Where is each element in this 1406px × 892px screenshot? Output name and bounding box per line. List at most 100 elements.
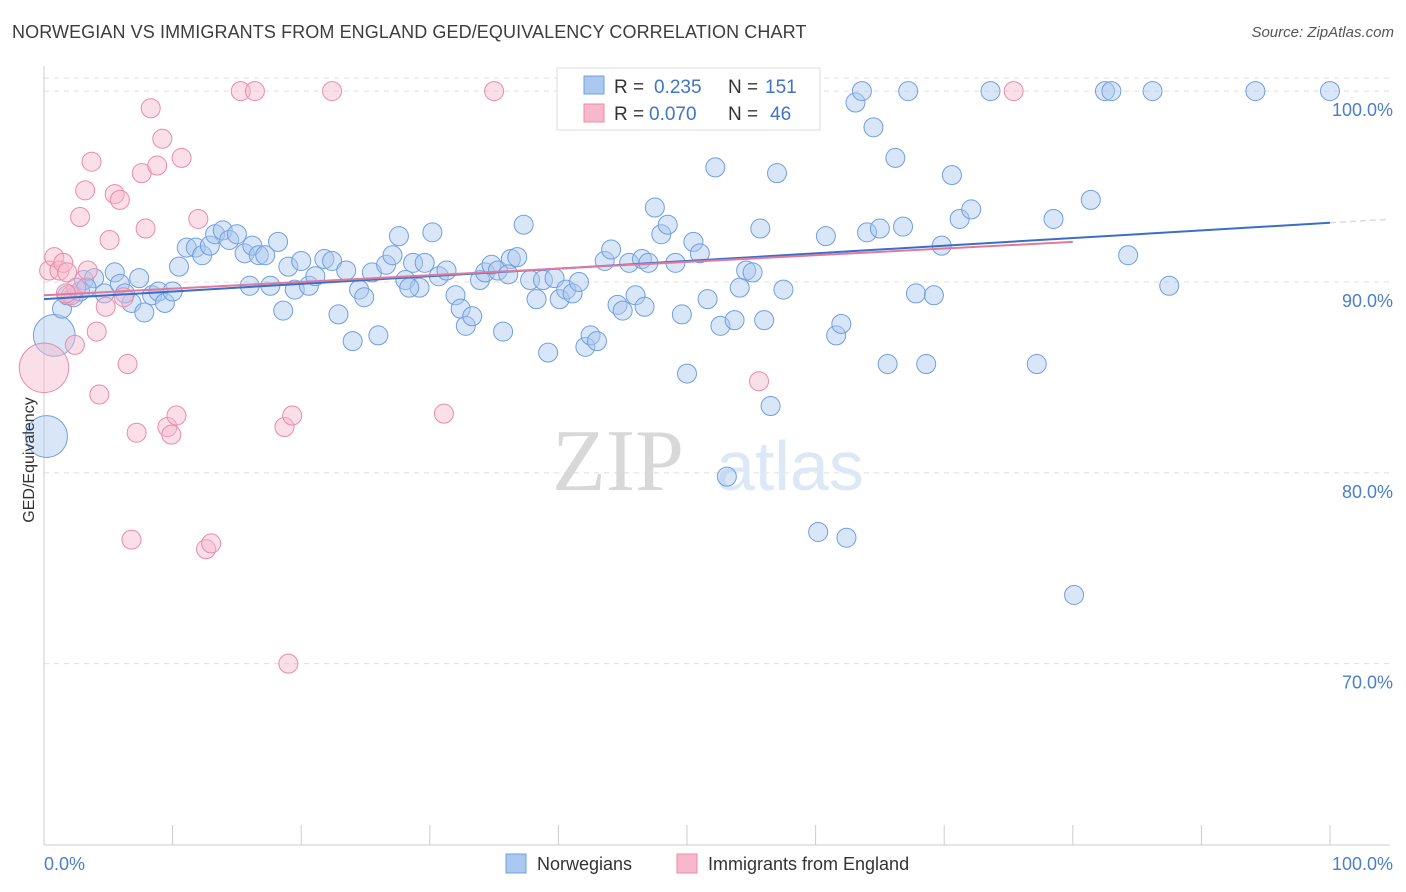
norwegian-point-22 xyxy=(199,235,220,256)
immigrant-point-5 xyxy=(57,262,78,283)
legend-blue-swatch xyxy=(583,75,605,95)
y-axis-label: GED/Equivalency xyxy=(21,397,38,522)
y-tick-label-1: 80.0% xyxy=(1342,482,1393,502)
norwegian-point-40 xyxy=(322,250,343,271)
norwegian-point-136 xyxy=(1064,584,1085,605)
immigrant-point-18 xyxy=(117,354,138,375)
norwegian-point-33 xyxy=(273,300,294,321)
immigrant-point-12 xyxy=(89,384,110,405)
y-tick-labels: 70.0% 80.0% 90.0% 100.0% xyxy=(1332,100,1393,693)
norwegian-point-49 xyxy=(382,245,403,266)
norwegian-point-135 xyxy=(1043,208,1064,229)
norwegian-point-139 xyxy=(1101,81,1122,102)
chart-source: Source: ZipAtlas.com xyxy=(1251,24,1394,41)
immigrant-point-37 xyxy=(282,405,303,426)
legend-pink-r-value: 0.070 xyxy=(649,104,697,125)
norwegian-point-103 xyxy=(729,277,750,298)
y-tick-label-0: 70.0% xyxy=(1342,673,1393,693)
norwegian-point-9 xyxy=(104,262,125,283)
norwegian-point-10 xyxy=(109,273,130,294)
norwegian-point-138 xyxy=(1094,81,1115,102)
norwegian-point-108 xyxy=(760,396,781,417)
norwegian-point-52 xyxy=(403,252,424,273)
immigrant-point-14 xyxy=(99,229,120,250)
norwegian-point-137 xyxy=(1080,189,1101,210)
y-tick-label-3: 100.0% xyxy=(1332,100,1393,120)
norwegian-point-41 xyxy=(328,304,349,325)
norwegian-point-26 xyxy=(226,224,247,245)
norwegian-point-95 xyxy=(677,363,697,384)
immigrant-point-0 xyxy=(18,342,70,394)
norwegian-point-16 xyxy=(154,292,175,313)
norwegian-point-109 xyxy=(767,163,788,184)
bottom-legend-norwegians: Norwegians xyxy=(537,854,632,874)
norwegian-point-81 xyxy=(586,331,607,352)
norwegian-point-68 xyxy=(507,247,528,268)
norwegian-point-90 xyxy=(644,197,665,218)
trend-line-extension xyxy=(1329,218,1388,224)
immigrant-point-11 xyxy=(86,321,107,342)
norwegian-point-107 xyxy=(754,310,775,331)
norwegian-point-83 xyxy=(601,239,622,260)
norwegian-point-66 xyxy=(493,321,514,342)
norwegian-point-94 xyxy=(671,304,692,325)
norwegian-point-77 xyxy=(562,283,583,304)
immigrant-point-25 xyxy=(152,128,173,149)
norwegian-point-80 xyxy=(580,325,601,346)
norwegian-point-98 xyxy=(697,289,718,310)
norwegian-point-54 xyxy=(414,252,435,273)
norwegian-point-78 xyxy=(568,271,589,292)
immigrant-point-30 xyxy=(188,208,209,229)
immigrant-point-27 xyxy=(161,424,182,445)
norwegian-point-0 xyxy=(25,415,68,458)
immigrant-point-41 xyxy=(749,371,770,392)
norwegian-point-105 xyxy=(742,262,763,283)
norwegian-point-57 xyxy=(436,260,457,281)
immigrant-point-9 xyxy=(75,180,96,201)
norwegian-point-79 xyxy=(575,336,596,357)
legend-pink-swatch xyxy=(583,103,605,123)
norwegian-point-58 xyxy=(445,285,466,306)
immigrant-point-13 xyxy=(95,296,116,317)
watermark-zip: ZIP xyxy=(552,413,684,510)
immigrant-point-42 xyxy=(1003,81,1024,102)
norwegian-point-53 xyxy=(409,277,430,298)
norwegians-points xyxy=(25,81,1340,605)
norwegian-point-30 xyxy=(255,245,276,266)
norwegian-point-13 xyxy=(134,302,155,323)
norwegian-point-143 xyxy=(1245,81,1266,102)
norwegian-point-73 xyxy=(538,342,559,363)
norwegian-point-99 xyxy=(705,157,726,178)
norwegian-point-121 xyxy=(869,218,890,239)
norwegian-point-69 xyxy=(513,214,534,235)
norwegian-point-36 xyxy=(291,250,312,271)
immigrant-point-8 xyxy=(70,207,91,228)
norwegian-point-96 xyxy=(683,231,704,252)
watermark: ZIP atlas xyxy=(552,413,864,510)
bottom-legend-blue-swatch xyxy=(505,853,527,874)
norwegian-point-134 xyxy=(1026,354,1047,375)
legend-pink-n-value: 46 xyxy=(770,104,791,125)
y-tick-label-2: 90.0% xyxy=(1342,291,1393,311)
norwegian-point-132 xyxy=(961,199,982,220)
norwegian-point-61 xyxy=(462,306,483,327)
norwegian-point-60 xyxy=(455,315,476,336)
norwegian-point-50 xyxy=(388,226,409,247)
immigrant-point-19 xyxy=(121,529,142,550)
legend-blue-r-label: R = xyxy=(614,77,644,98)
norwegian-point-140 xyxy=(1118,245,1139,266)
norwegian-point-47 xyxy=(368,325,389,346)
norwegian-point-112 xyxy=(808,521,829,542)
norwegian-point-125 xyxy=(898,81,919,102)
x-tick-label-1: 100.0% xyxy=(1332,854,1393,874)
immigrant-point-24 xyxy=(147,155,168,176)
immigrant-point-35 xyxy=(274,417,295,438)
bottom-legend: Norwegians Immigrants from England xyxy=(505,853,909,874)
norwegian-point-102 xyxy=(724,310,745,331)
immigrant-point-16 xyxy=(109,189,130,210)
immigrant-point-32 xyxy=(201,533,222,554)
immigrant-point-33 xyxy=(230,81,251,102)
immigrant-point-39 xyxy=(433,403,454,424)
immigrant-point-43 xyxy=(77,260,98,281)
